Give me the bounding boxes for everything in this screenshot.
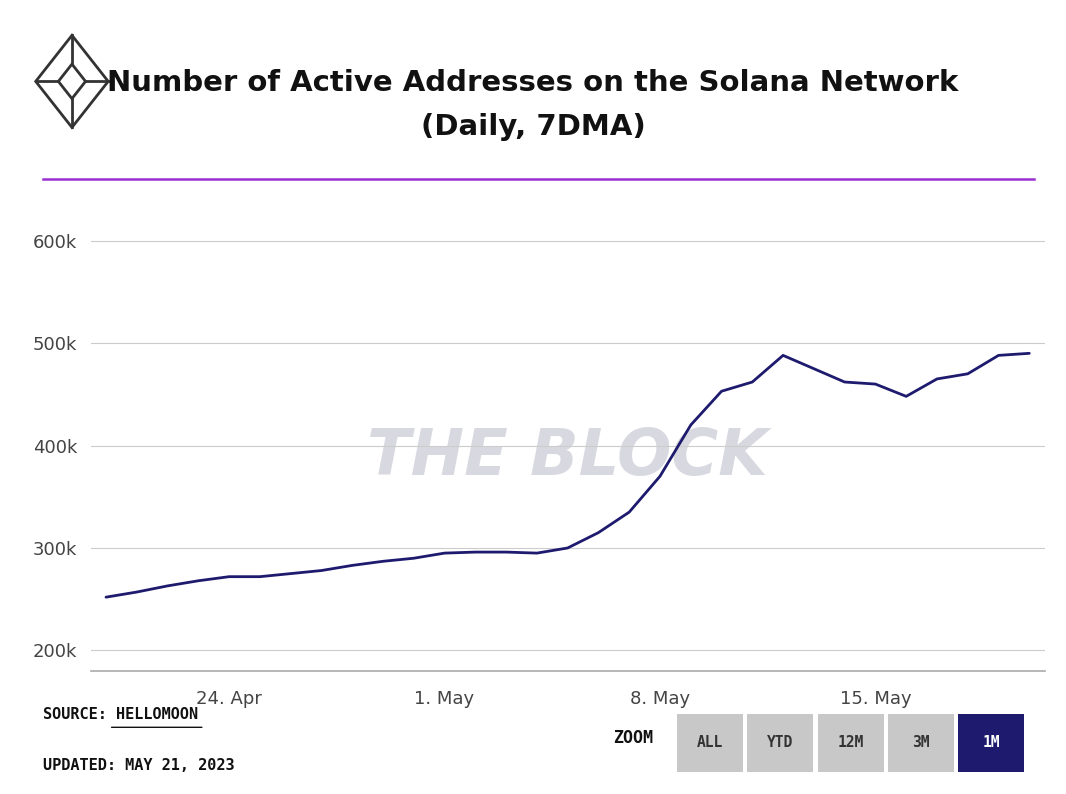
FancyBboxPatch shape (747, 714, 813, 772)
Text: YTD: YTD (768, 735, 793, 750)
FancyBboxPatch shape (818, 714, 884, 772)
Text: THE BLOCK: THE BLOCK (368, 426, 768, 488)
Text: UPDATED: MAY 21, 2023: UPDATED: MAY 21, 2023 (43, 758, 235, 773)
Text: (Daily, 7DMA): (Daily, 7DMA) (421, 113, 645, 141)
Text: 12M: 12M (838, 735, 863, 750)
FancyBboxPatch shape (677, 714, 743, 772)
Text: ALL: ALL (697, 735, 723, 750)
Text: 3M: 3M (912, 735, 930, 750)
Text: Number of Active Addresses on the Solana Network: Number of Active Addresses on the Solana… (108, 69, 958, 98)
Text: ZOOM: ZOOM (613, 730, 653, 747)
Text: 1M: 1M (983, 735, 1000, 750)
FancyBboxPatch shape (958, 714, 1024, 772)
Text: SOURCE: HELLOMOON: SOURCE: HELLOMOON (43, 707, 198, 723)
FancyBboxPatch shape (888, 714, 954, 772)
